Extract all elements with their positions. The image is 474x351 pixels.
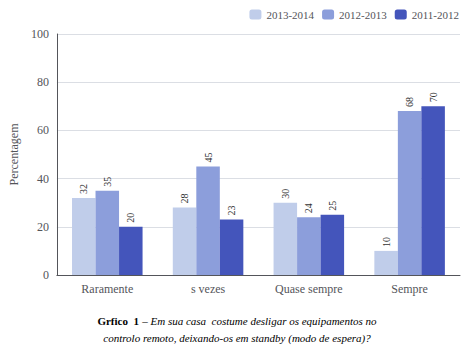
svg-text:Percentagem: Percentagem [7, 123, 21, 186]
svg-text:24: 24 [303, 203, 314, 213]
svg-text:25: 25 [327, 201, 338, 211]
svg-text:35: 35 [102, 177, 113, 187]
svg-text:30: 30 [280, 189, 291, 199]
svg-text:70: 70 [428, 92, 439, 102]
svg-text:20: 20 [125, 213, 136, 223]
svg-text:Quase sempre: Quase sempre [275, 282, 343, 296]
svg-text:80: 80 [37, 75, 49, 89]
svg-text:23: 23 [226, 206, 237, 216]
svg-text:10: 10 [381, 237, 392, 247]
svg-text:28: 28 [179, 194, 190, 204]
svg-text:0: 0 [43, 268, 49, 282]
svg-text:2013-2014: 2013-2014 [266, 9, 314, 21]
svg-text:60: 60 [37, 123, 49, 137]
svg-text:2011-2012: 2011-2012 [412, 9, 459, 21]
svg-text:45: 45 [203, 153, 214, 163]
svg-text:– Em sua casa costume desliga: – Em sua casa costume desligar os equipa… [141, 315, 377, 327]
svg-text:s vezes: s vezes [191, 282, 226, 296]
svg-text:Raramente: Raramente [81, 282, 133, 296]
svg-text:20: 20 [37, 220, 49, 234]
svg-text:Sempre: Sempre [391, 282, 428, 296]
svg-text:68: 68 [404, 97, 415, 107]
svg-text:100: 100 [31, 27, 49, 41]
svg-text:Grfico 1: Grfico 1 [97, 315, 139, 327]
svg-text:2012-2013: 2012-2013 [339, 9, 387, 21]
svg-text:40: 40 [37, 172, 49, 186]
svg-text:32: 32 [78, 184, 89, 194]
svg-text:controlo remoto, deixando-os e: controlo remoto, deixando-os em standby … [103, 332, 371, 345]
